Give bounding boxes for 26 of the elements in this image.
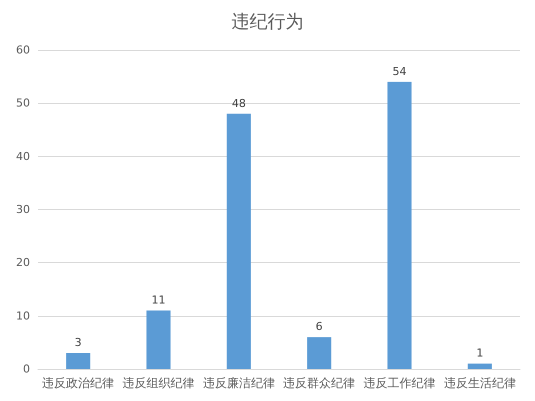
bar xyxy=(66,353,90,369)
x-tick-label: 违反政治纪律 xyxy=(42,376,114,390)
x-tick-label: 违反组织纪律 xyxy=(122,376,194,390)
bar xyxy=(307,337,332,369)
x-tick-label: 违反群众纪律 xyxy=(283,376,356,390)
bar xyxy=(226,114,251,369)
y-tick-label: 40 xyxy=(16,150,30,163)
data-label: 11 xyxy=(152,294,166,307)
data-label: 48 xyxy=(232,96,246,110)
x-tick-label: 违反工作纪律 xyxy=(364,376,436,390)
data-label: 1 xyxy=(476,346,484,360)
chart-title: 违纪行为 xyxy=(232,12,304,32)
bar xyxy=(468,364,492,369)
x-tick-label: 违反廉洁纪律 xyxy=(202,376,275,390)
x-tick-label: 违反生活纪律 xyxy=(444,376,516,390)
y-tick-label: 10 xyxy=(16,309,30,322)
data-label: 6 xyxy=(316,320,323,334)
y-tick-label: 60 xyxy=(16,44,30,56)
bar xyxy=(387,82,412,369)
y-tick-label: 30 xyxy=(16,203,30,216)
data-label: 54 xyxy=(392,64,406,78)
bar xyxy=(146,310,171,369)
data-label: 3 xyxy=(74,336,82,350)
y-tick-label: 50 xyxy=(16,96,30,110)
y-tick-label: 20 xyxy=(16,256,30,270)
y-tick-label: 0 xyxy=(23,362,30,376)
